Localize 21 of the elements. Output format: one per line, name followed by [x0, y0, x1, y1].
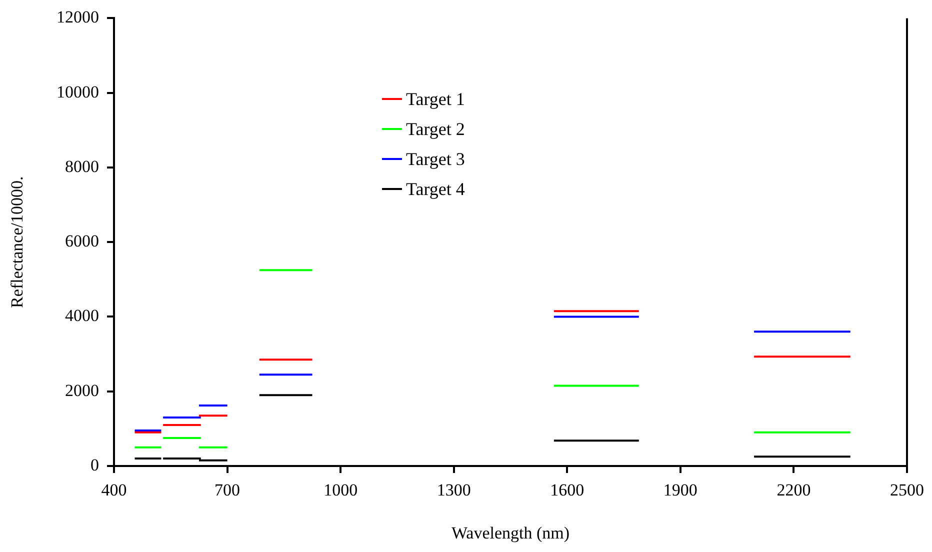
x-tick-label: 1300: [436, 480, 471, 500]
legend-label: Target 1: [406, 88, 465, 110]
y-tick-label: 0: [90, 455, 99, 474]
legend-label: Target 3: [406, 148, 465, 170]
x-tick-label: 1600: [550, 480, 584, 500]
y-tick-label: 6000: [65, 232, 99, 251]
x-tick-label: 400: [101, 480, 127, 500]
y-axis-title: Reflectance/10000.: [8, 176, 27, 308]
x-tick-label: 1900: [663, 480, 698, 500]
y-tick-label: 10000: [56, 82, 99, 102]
x-tick-label: 700: [214, 480, 240, 500]
x-tick-label: 2500: [890, 480, 924, 500]
x-axis-title: Wavelength (nm): [451, 523, 570, 542]
y-tick-label: 4000: [65, 306, 99, 326]
y-tick-label: 2000: [65, 380, 99, 400]
y-tick-label: 8000: [65, 156, 99, 176]
x-tick-label: 2200: [776, 480, 811, 500]
x-tick-label: 1000: [324, 480, 358, 500]
y-tick-label: 12000: [56, 8, 99, 27]
legend-label: Target 2: [406, 118, 465, 140]
legend-label: Target 4: [406, 178, 465, 200]
